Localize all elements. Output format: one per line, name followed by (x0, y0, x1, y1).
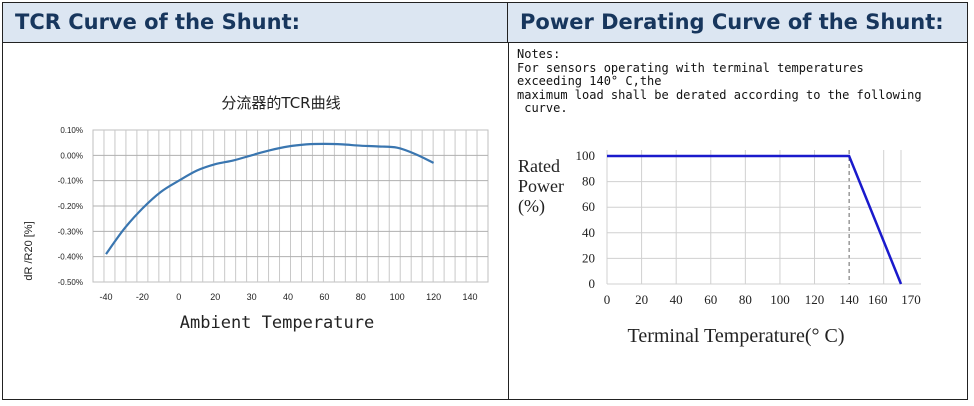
tcr-x-tick-label: -40 (99, 292, 112, 302)
derating-y-tick-label: 40 (582, 225, 595, 240)
tcr-x-ticks: -40 -20 0 20 30 40 60 80 100 120 140 (99, 292, 477, 302)
derating-y-ticks: 100 80 60 40 20 0 (576, 148, 596, 291)
tcr-grid (92, 129, 489, 283)
derating-x-tick-label: 80 (739, 292, 752, 307)
tcr-chart: 分流器的TCR曲线 dR /R20 [%] Ambient Temperatur… (23, 94, 489, 333)
derating-y-tick-label: 100 (576, 148, 596, 163)
notes-line: For sensors operating with terminal temp… (517, 60, 864, 75)
derating-curve (607, 154, 903, 285)
derating-x-ticks: 0 20 40 60 80 100 120 140 160 170 (604, 292, 921, 307)
tcr-y-tick-label: -0.30% (58, 227, 83, 236)
derating-x-tick-label: 40 (670, 292, 683, 307)
tcr-y-tick-label: -0.10% (58, 177, 83, 186)
derating-x-tick-label: 140 (839, 292, 859, 307)
tcr-section-header: TCR Curve of the Shunt: (3, 3, 508, 43)
derating-y-label-line: (%) (518, 196, 545, 217)
tcr-x-tick-label: 100 (390, 292, 405, 302)
derating-series (607, 154, 903, 285)
derating-section-title: Power Derating Curve of the Shunt: (520, 10, 944, 34)
derating-grid (606, 150, 921, 285)
derating-x-tick-label: 60 (704, 292, 717, 307)
tcr-y-axis-label: dR /R20 [%] (23, 221, 35, 280)
tcr-x-tick-label: 140 (462, 292, 477, 302)
derating-y-tick-label: 0 (589, 276, 596, 291)
tcr-y-tick-label: -0.40% (58, 253, 83, 262)
derating-section-header: Power Derating Curve of the Shunt: (508, 3, 967, 43)
tcr-section-title: TCR Curve of the Shunt: (15, 10, 301, 34)
notes-line: exceeding 140° C,the (517, 74, 662, 89)
notes-line: curve. (517, 101, 568, 116)
derating-y-label-line: Power (518, 176, 564, 196)
derating-y-tick-label: 80 (582, 174, 595, 189)
derating-x-tick-label: 0 (604, 292, 611, 307)
tcr-x-tick-label: -20 (136, 292, 149, 302)
tcr-x-axis-label: Ambient Temperature (180, 313, 374, 333)
tcr-x-tick-label: 60 (319, 292, 329, 302)
tcr-y-tick-label: 0.10% (60, 126, 83, 135)
notes-line: maximum load shall be derated according … (517, 87, 922, 102)
tcr-x-tick-label: 80 (356, 292, 366, 302)
tcr-y-tick-label: -0.20% (58, 202, 83, 211)
tcr-series (105, 142, 435, 255)
derating-notes: Notes: For sensors operating with termina… (517, 47, 957, 116)
derating-x-tick-label: 170 (901, 292, 921, 307)
spec-frame: TCR Curve of the Shunt: Power Derating C… (2, 2, 968, 400)
tcr-x-tick-label: 20 (210, 292, 220, 302)
tcr-y-tick-label: -0.50% (58, 278, 83, 287)
panel-divider (508, 43, 509, 399)
tcr-x-tick-label: 30 (247, 292, 257, 302)
tcr-curve (105, 142, 435, 255)
derating-x-tick-label: 120 (805, 292, 825, 307)
tcr-y-tick-label: 0.00% (60, 151, 83, 160)
derating-x-axis-label: Terminal Temperature(° C) (628, 325, 845, 347)
derating-y-tick-label: 20 (582, 250, 595, 265)
tcr-x-tick-label: 0 (176, 292, 181, 302)
derating-x-tick-label: 100 (770, 292, 790, 307)
tcr-x-tick-label: 40 (283, 292, 293, 302)
derating-x-tick-label: 20 (635, 292, 648, 307)
derating-x-tick-label: 160 (868, 292, 888, 307)
notes-line: Notes: (517, 47, 561, 61)
tcr-x-tick-label: 120 (426, 292, 441, 302)
tcr-chart-title: 分流器的TCR曲线 (221, 94, 340, 112)
derating-y-tick-label: 60 (582, 199, 595, 214)
tcr-y-ticks: 0.10% 0.00% -0.10% -0.20% -0.30% -0.40% -0.50% (58, 126, 83, 287)
derating-y-label-line: Rated (518, 156, 560, 176)
